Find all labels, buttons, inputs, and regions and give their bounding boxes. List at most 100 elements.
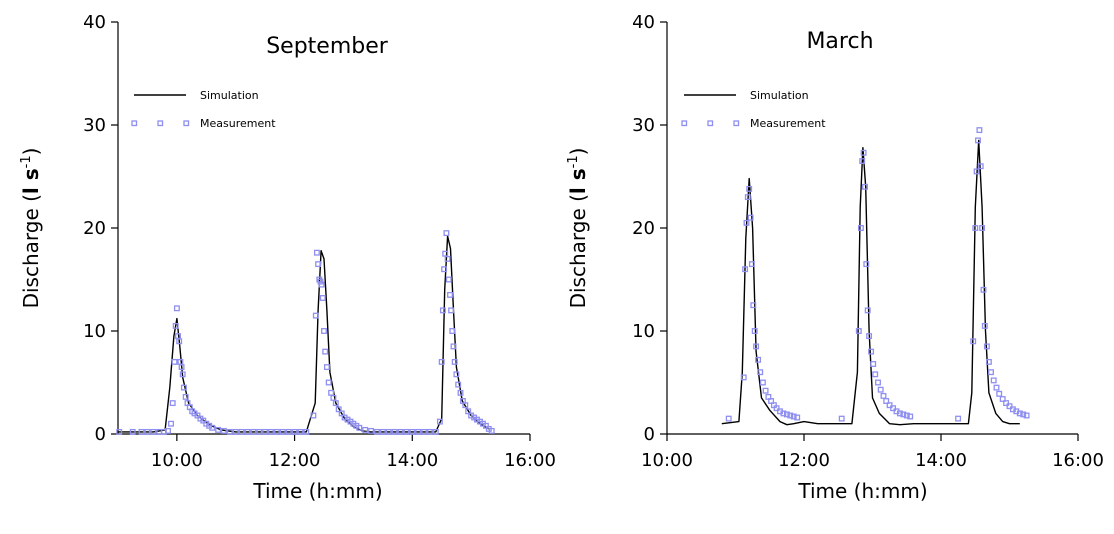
measurement-point	[863, 261, 870, 268]
legend-measurement-swatch-3	[183, 120, 190, 127]
measurement-point	[1003, 400, 1010, 407]
y-axis-title-exponent: -1	[19, 155, 34, 168]
measurement-point	[356, 424, 363, 431]
measurement-point	[439, 307, 446, 314]
measurement-point	[368, 427, 375, 434]
measurement-point	[1020, 411, 1027, 418]
measurement-point	[877, 386, 884, 393]
measurement-point	[335, 406, 342, 413]
y-tick-label: 40	[83, 12, 106, 33]
measurement-point	[903, 412, 910, 419]
measurement-point	[322, 348, 329, 355]
measurement-point	[883, 398, 890, 404]
measurement-point	[981, 322, 988, 329]
measurement-point	[787, 412, 794, 419]
y-axis-title: Discharge (l s-1)	[19, 148, 43, 309]
measurement-point	[999, 396, 1006, 402]
measurement-point	[250, 428, 257, 435]
measurement-point	[862, 183, 868, 190]
y-axis-title-exponent: -1	[566, 155, 581, 168]
y-tick-label: 20	[83, 218, 106, 239]
measurement-point	[747, 214, 754, 221]
measurement-point	[171, 358, 178, 365]
measurement-point	[977, 163, 984, 170]
y-tick-label: 10	[632, 321, 655, 342]
measurement-point	[868, 348, 875, 355]
measurement-point	[985, 358, 992, 365]
measurement-point	[319, 295, 326, 301]
y-axis-title-close: )	[566, 148, 590, 156]
measurement-point	[232, 428, 239, 435]
measurement-point	[432, 428, 439, 435]
measurement-point	[285, 428, 292, 435]
y-axis-title-unit: l s	[566, 168, 590, 194]
measurement-point	[312, 312, 319, 319]
measurement-point	[318, 281, 325, 288]
y-axis-title-main: Discharge (	[19, 194, 43, 308]
measurement-point	[449, 328, 456, 334]
measurement-point	[759, 379, 766, 386]
x-axis-title: Time (h:mm)	[797, 479, 927, 503]
legend-simulation-label: Simulation	[750, 89, 809, 102]
x-tick-label: 16:00	[504, 450, 556, 471]
measurement-point	[256, 428, 263, 435]
x-tick-label: 16:00	[1052, 450, 1104, 471]
measurement-point	[900, 411, 907, 418]
simulation-series	[118, 235, 490, 433]
measurement-point	[444, 255, 451, 262]
measurement-point	[976, 127, 983, 134]
measurement-point	[983, 343, 990, 350]
measurement-point	[864, 307, 871, 314]
measurement-point	[426, 428, 433, 435]
measurement-point	[273, 428, 280, 435]
measurement-point	[780, 410, 787, 417]
measurement-point	[397, 428, 404, 435]
measurement-point	[323, 364, 330, 371]
legend-measurement-label: Measurement	[750, 117, 826, 130]
axes: 0 10 20 30 40 10:00 12:00 14:00 16:00	[83, 12, 556, 471]
measurement-point	[462, 402, 469, 409]
legend-simulation-label: Simulation	[200, 89, 259, 102]
measurement-point	[448, 307, 455, 314]
legend-measurement-swatch-2	[707, 120, 714, 127]
simulation-line	[118, 235, 490, 433]
measurement-point	[325, 379, 332, 386]
measurement-point	[165, 427, 171, 434]
measurement-point	[436, 418, 443, 425]
measurement-point	[310, 412, 317, 419]
measurement-point	[746, 185, 753, 192]
measurement-point	[445, 276, 452, 283]
measurement-point	[979, 225, 986, 231]
measurement-point	[169, 400, 176, 407]
measurement-point	[740, 374, 747, 381]
measurement-point	[872, 371, 879, 378]
measurement-point	[794, 414, 801, 421]
measurement-point	[453, 371, 460, 378]
y-tick-label: 30	[83, 115, 106, 136]
y-axis-title: Discharge (l s-1)	[566, 148, 590, 309]
measurement-point	[762, 387, 769, 394]
measurement-point	[150, 428, 157, 435]
measurement-point	[855, 328, 862, 334]
measurement-series	[725, 127, 1030, 422]
measurement-point	[182, 393, 189, 400]
measurement-point	[168, 420, 174, 427]
chart-title: March	[806, 29, 873, 54]
measurement-point	[200, 417, 207, 424]
x-axis-title: Time (h:mm)	[252, 479, 382, 503]
measurement-point	[415, 428, 422, 435]
measurement-point	[220, 427, 227, 434]
measurement-point	[291, 428, 298, 435]
measurement-series	[116, 230, 495, 435]
measurement-point	[409, 428, 416, 435]
measurement-point	[875, 379, 881, 386]
measurement-point	[975, 137, 981, 144]
measurement-point	[996, 390, 1003, 397]
measurement-point	[866, 333, 873, 340]
x-tick-label: 10:00	[641, 450, 693, 471]
measurement-point	[262, 428, 269, 435]
measurement-point	[244, 428, 251, 435]
measurement-point	[955, 415, 962, 422]
measurement-point	[860, 149, 867, 156]
measurement-point	[209, 424, 216, 431]
